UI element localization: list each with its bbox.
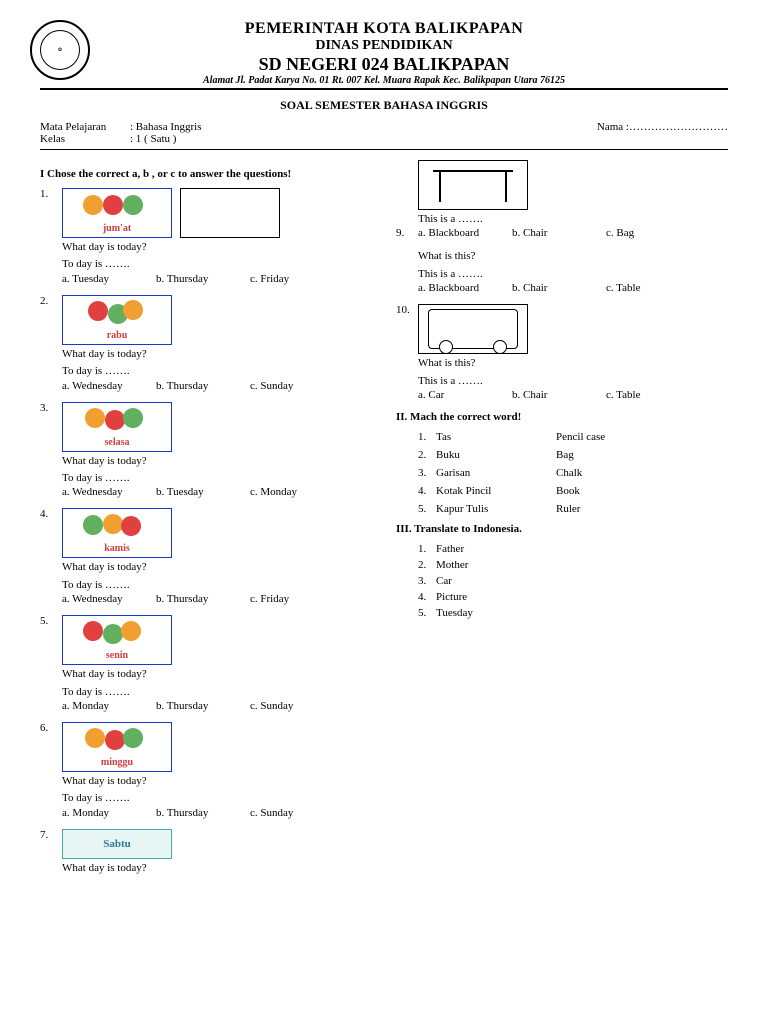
subject-label: Mata Pelajaran bbox=[40, 121, 130, 133]
q4-image: kamis bbox=[62, 508, 172, 558]
q5-image: senin bbox=[62, 615, 172, 665]
q7-image: Sabtu bbox=[62, 829, 172, 859]
q9-num: 9. bbox=[396, 227, 410, 239]
q9b-this: This is a ……. bbox=[418, 267, 728, 282]
q10-this: This is a ……. bbox=[418, 374, 728, 389]
section2-title: II. Mach the correct word! bbox=[396, 411, 728, 423]
q6-text1: What day is today? bbox=[62, 774, 372, 789]
question-1: 1. jum'at What day is today? To day is …… bbox=[40, 188, 372, 285]
q2-text1: What day is today? bbox=[62, 347, 372, 362]
q5-text2: To day is ……. bbox=[62, 685, 372, 700]
q4-opts: a. Wednesday b. Thursday c. Friday bbox=[62, 593, 372, 605]
section3-title: III. Translate to Indonesia. bbox=[396, 523, 728, 535]
q2-image: rabu bbox=[62, 295, 172, 345]
school-logo: ✿ bbox=[30, 20, 90, 80]
q10-opts: a. Car b. Chair c. Table bbox=[418, 389, 728, 401]
address-line: Alamat Jl. Padat Karya No. 01 Rt. 007 Ke… bbox=[40, 75, 728, 90]
q2-text2: To day is ……. bbox=[62, 364, 372, 379]
q7-num: 7. bbox=[40, 829, 54, 841]
question-5: 5. senin What day is today? To day is ……… bbox=[40, 615, 372, 712]
question-6: 6. minggu What day is today? To day is …… bbox=[40, 722, 372, 819]
q2-opts: a. Wednesday b. Thursday c. Sunday bbox=[62, 380, 372, 392]
q3-num: 3. bbox=[40, 402, 54, 414]
q5-num: 5. bbox=[40, 615, 54, 627]
question-4: 4. kamis What day is today? To day is ……… bbox=[40, 508, 372, 605]
q1-opts: a. Tuesday b. Thursday c. Friday bbox=[62, 273, 372, 285]
question-3: 3. selasa What day is today? To day is …… bbox=[40, 402, 372, 499]
right-column: This is a ……. 9. a. Blackboard b. Chair … bbox=[396, 160, 728, 886]
document-header: ✿ PEMERINTAH KOTA BALIKPAPAN DINAS PENDI… bbox=[40, 20, 728, 90]
q1-image: jum'at bbox=[62, 188, 172, 238]
q3-image: selasa bbox=[62, 402, 172, 452]
logo-inner-icon: ✿ bbox=[40, 30, 80, 70]
table-image bbox=[418, 160, 528, 210]
q9-opts: a. Blackboard b. Chair c. Bag bbox=[418, 227, 676, 239]
class-label: Kelas bbox=[40, 133, 130, 145]
q7-text1: What day is today? bbox=[62, 861, 372, 876]
question-2: 2. rabu What day is today? To day is …….… bbox=[40, 295, 372, 392]
q4-num: 4. bbox=[40, 508, 54, 520]
section3-body: 1.Father 2.Mother 3.Car 4.Picture 5.Tues… bbox=[396, 543, 728, 619]
question-10: 10. What is this? This is a ……. a. Car b… bbox=[396, 304, 728, 401]
q6-image: minggu bbox=[62, 722, 172, 772]
q5-img-label: senin bbox=[102, 649, 132, 662]
q3-text1: What day is today? bbox=[62, 454, 372, 469]
question-9b: What is this? This is a ……. a. Blackboar… bbox=[396, 249, 728, 294]
name-label: Nama : bbox=[597, 121, 629, 133]
q3-opts: a. Wednesday b. Tuesday c. Monday bbox=[62, 486, 372, 498]
dept-line: DINAS PENDIDIKAN bbox=[40, 38, 728, 54]
left-column: I Chose the correct a, b , or c to answe… bbox=[40, 160, 372, 886]
section1-title: I Chose the correct a, b , or c to answe… bbox=[40, 168, 372, 180]
q1-text1: What day is today? bbox=[62, 240, 372, 255]
q1-num: 1. bbox=[40, 188, 54, 200]
q3-img-label: selasa bbox=[101, 436, 134, 449]
q1-empty-box bbox=[180, 188, 280, 238]
qtr-text: This is a ……. bbox=[418, 212, 728, 227]
section2-body: 1.TasPencil case 2.BukuBag 3.GarisanChal… bbox=[396, 431, 728, 515]
subject-value: : Bahasa Inggris bbox=[130, 121, 201, 133]
q10-what: What is this? bbox=[418, 356, 728, 371]
gov-line: PEMERINTAH KOTA BALIKPAPAN bbox=[40, 20, 728, 38]
q6-num: 6. bbox=[40, 722, 54, 734]
school-line: SD NEGERI 024 BALIKPAPAN bbox=[40, 54, 728, 75]
bus-image bbox=[418, 304, 528, 354]
q6-img-label: minggu bbox=[97, 756, 137, 769]
q10-num: 10. bbox=[396, 304, 410, 316]
q5-text1: What day is today? bbox=[62, 667, 372, 682]
q9b-opts: a. Blackboard b. Chair c. Table bbox=[418, 282, 728, 294]
question-7: 7. Sabtu What day is today? bbox=[40, 829, 372, 876]
meta-block: Mata Pelajaran: Bahasa Inggris Kelas: 1 … bbox=[40, 121, 728, 150]
question-top-right: This is a ……. 9. a. Blackboard b. Chair … bbox=[396, 160, 728, 239]
class-value: : 1 ( Satu ) bbox=[130, 133, 176, 145]
q9b-what: What is this? bbox=[418, 249, 728, 264]
q4-img-label: kamis bbox=[100, 542, 134, 555]
q2-num: 2. bbox=[40, 295, 54, 307]
q6-text2: To day is ……. bbox=[62, 791, 372, 806]
page-subtitle: SOAL SEMESTER BAHASA INGGRIS bbox=[40, 98, 728, 113]
q4-text2: To day is ……. bbox=[62, 578, 372, 593]
q5-opts: a. Monday b. Thursday c. Sunday bbox=[62, 700, 372, 712]
name-dotted bbox=[629, 121, 728, 133]
q1-img-label: jum'at bbox=[99, 222, 135, 235]
q3-text2: To day is ……. bbox=[62, 471, 372, 486]
q1-text2: To day is ……. bbox=[62, 257, 372, 272]
q2-img-label: rabu bbox=[103, 329, 132, 342]
q6-opts: a. Monday b. Thursday c. Sunday bbox=[62, 807, 372, 819]
q4-text1: What day is today? bbox=[62, 560, 372, 575]
